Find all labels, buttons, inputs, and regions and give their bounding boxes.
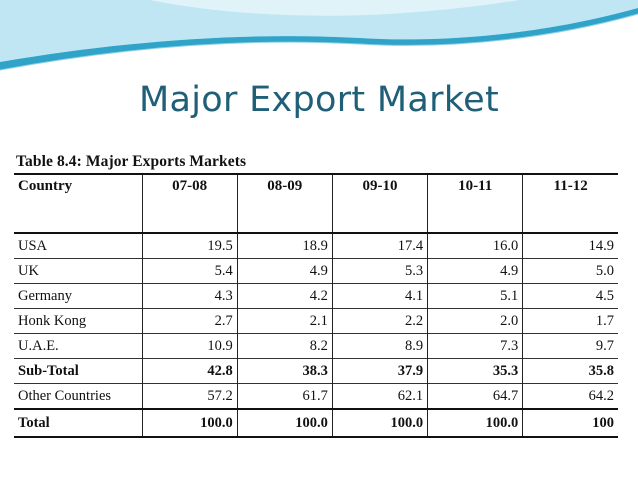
value-cell: 4.9 (427, 258, 523, 284)
column-header: 09-10 (331, 173, 428, 234)
value-cell: 18.9 (236, 233, 333, 259)
value-cell: 17.4 (331, 233, 428, 259)
subtotal-row: Sub-Total 42.8 38.3 37.9 35.3 35.8 (14, 358, 618, 384)
export-markets-table-section: Table 8.4: Major Exports Markets Country… (14, 153, 618, 438)
country-cell: UK (14, 258, 142, 284)
value-cell: 42.8 (141, 358, 238, 384)
value-cell: 5.4 (141, 258, 238, 284)
value-cell: 61.7 (236, 383, 333, 409)
value-cell: 2.2 (331, 308, 428, 334)
table-row: Germany 4.3 4.2 4.1 5.1 4.5 (14, 283, 618, 309)
value-cell: 100.0 (141, 408, 238, 438)
column-header: 08-09 (236, 173, 333, 234)
country-cell: Other Countries (14, 383, 142, 409)
table-row: USA 19.5 18.9 17.4 16.0 14.9 (14, 233, 618, 259)
country-cell: USA (18, 237, 48, 254)
value-cell: 37.9 (331, 358, 428, 384)
value-cell: 16.0 (427, 233, 523, 259)
table-header-row: Country 07-08 08-09 09-10 10-11 11-12 (14, 173, 618, 234)
value-cell: 57.2 (141, 383, 238, 409)
country-cell: Sub-Total (14, 358, 142, 384)
value-cell: 19.5 (141, 233, 238, 259)
column-header: Country (14, 173, 142, 234)
value-cell: 64.2 (522, 383, 618, 409)
country-cell: U.A.E. (14, 333, 142, 359)
value-cell: 2.0 (427, 308, 523, 334)
value-cell: 4.5 (522, 283, 618, 309)
value-cell: 38.3 (236, 358, 333, 384)
value-cell: 4.1 (331, 283, 428, 309)
value-cell: 4.9 (236, 258, 333, 284)
value-cell: 62.1 (331, 383, 428, 409)
value-cell: 4.2 (236, 283, 333, 309)
value-cell: 5.0 (522, 258, 618, 284)
table-row: UK 5.4 4.9 5.3 4.9 5.0 (14, 258, 618, 284)
value-cell: 2.1 (236, 308, 333, 334)
value-cell: 14.9 (522, 233, 618, 259)
value-cell: 35.8 (522, 358, 618, 384)
table-row: Honk Kong 2.7 2.1 2.2 2.0 1.7 (14, 308, 618, 334)
table-caption: Table 8.4: Major Exports Markets (16, 153, 247, 170)
value-cell: 7.3 (427, 333, 523, 359)
column-header: 07-08 (141, 173, 238, 234)
table-row: Other Countries 57.2 61.7 62.1 64.7 64.2 (14, 383, 618, 409)
value-cell: 10.9 (141, 333, 238, 359)
value-cell: 4.3 (141, 283, 238, 309)
value-cell: 35.3 (427, 358, 523, 384)
value-cell: 100 (522, 408, 618, 438)
column-header: 11-12 (522, 173, 618, 234)
country-cell: Germany (14, 283, 142, 309)
slide-title: Major Export Market (138, 80, 499, 120)
value-cell: 5.3 (331, 258, 428, 284)
header-wave-decoration (0, 0, 638, 71)
value-cell: 5.1 (427, 283, 523, 309)
table-row: U.A.E. 10.9 8.2 8.9 7.3 9.7 (14, 333, 618, 359)
column-header: 10-11 (427, 173, 523, 234)
country-cell: Honk Kong (14, 308, 142, 334)
export-markets-table: Country 07-08 08-09 09-10 10-11 11-12 US… (14, 173, 618, 438)
value-cell: 8.9 (331, 333, 428, 359)
value-cell: 100.0 (427, 408, 523, 438)
value-cell: 2.7 (141, 308, 238, 334)
value-cell: 1.7 (522, 308, 618, 334)
value-cell: 100.0 (236, 408, 333, 438)
value-cell: 8.2 (236, 333, 333, 359)
value-cell: 9.7 (522, 333, 618, 359)
value-cell: 100.0 (331, 408, 428, 438)
value-cell: 64.7 (427, 383, 523, 409)
total-row: Total 100.0 100.0 100.0 100.0 100 (14, 408, 618, 438)
country-cell: Total (14, 408, 142, 438)
